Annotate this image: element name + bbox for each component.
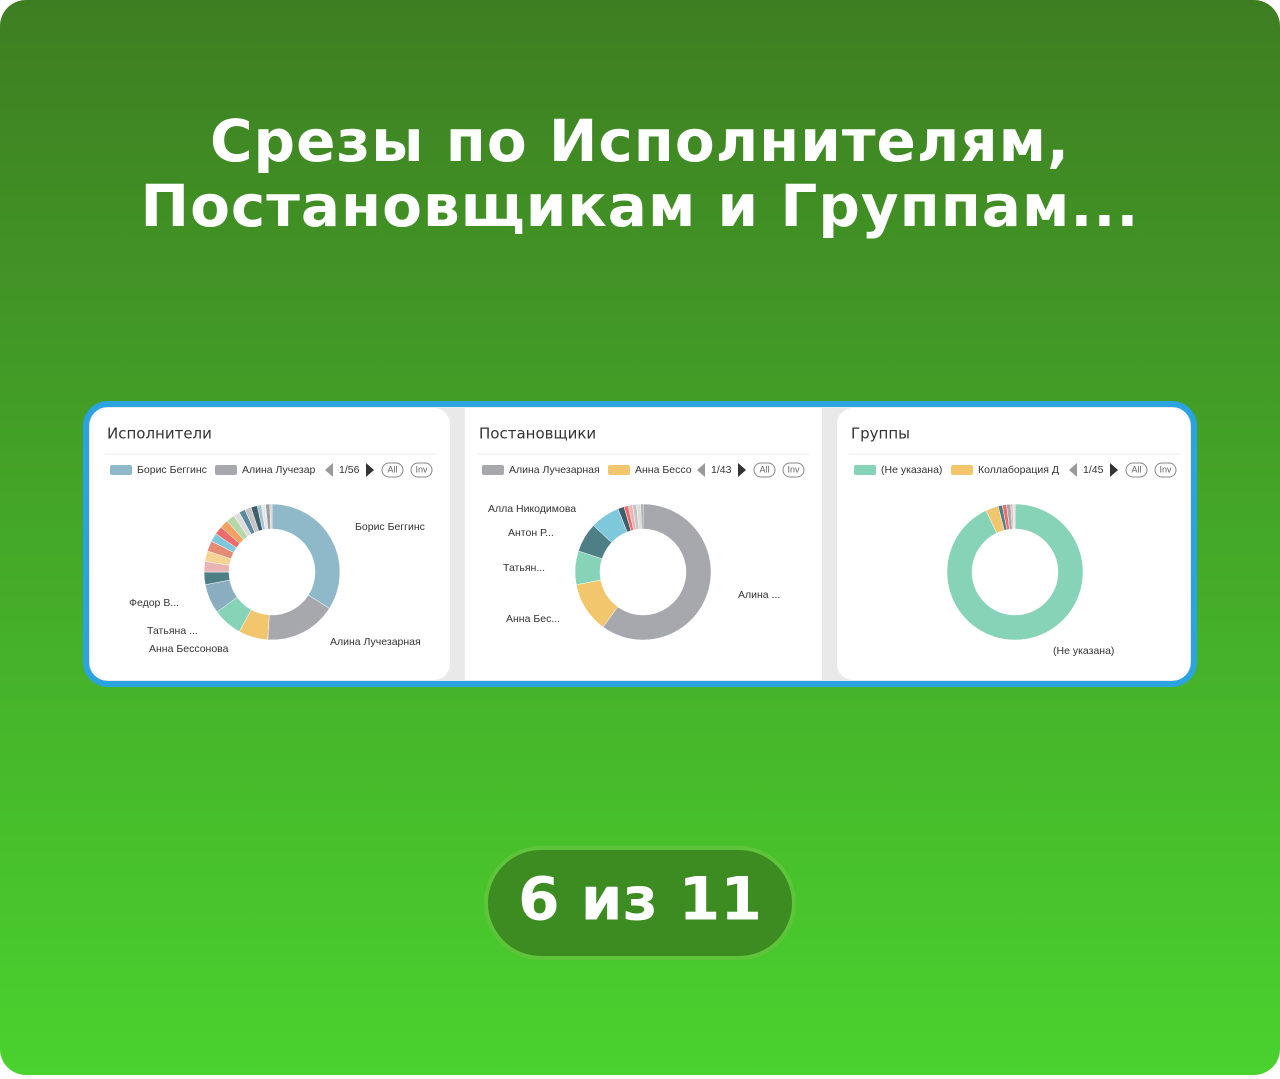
button[interactable]	[1154, 462, 1177, 478]
pager: 1/45	[1083, 464, 1104, 476]
slice-label: Алина Лучезарная	[330, 636, 421, 648]
title-line: Постановщикам и Группам...	[141, 172, 1140, 240]
legend-label: Алина Лучезарная	[509, 464, 600, 476]
button[interactable]	[753, 462, 776, 478]
panel	[90, 408, 450, 680]
slice	[640, 503, 644, 530]
button[interactable]	[1125, 462, 1148, 478]
legend-swatch	[951, 465, 973, 475]
button[interactable]	[410, 462, 433, 478]
pager-prev[interactable]	[697, 463, 705, 477]
slice-label: Алла Никодимова	[488, 503, 576, 515]
slice-label: Федор В...	[129, 597, 179, 609]
slice-label: Анна Бессонова	[149, 643, 229, 655]
pager-prev[interactable]	[325, 463, 333, 477]
slice-label: Алина ...	[738, 589, 780, 601]
slice	[1012, 503, 1016, 530]
slice	[269, 503, 273, 530]
legend-swatch	[608, 465, 630, 475]
slice-label: Борис Беггинс	[355, 521, 425, 533]
pager-next[interactable]	[366, 463, 374, 477]
slice-label: Татьян...	[503, 562, 545, 574]
counter: 6 из 11	[518, 865, 762, 935]
panel-title: Исполнители	[107, 425, 212, 443]
pager-next[interactable]	[738, 463, 746, 477]
button-label: All	[387, 464, 397, 474]
slice-label: Анна Бес...	[506, 613, 560, 625]
panel	[837, 408, 1190, 680]
title-line: Срезы по Исполнителям,	[210, 107, 1070, 175]
button-label: Inv	[1159, 464, 1172, 474]
legend-label: Алина Лучезар	[242, 464, 316, 476]
panel-title: Группы	[851, 425, 910, 443]
panel-title: Постановщики	[479, 425, 596, 443]
slice	[946, 503, 1084, 641]
button[interactable]	[381, 462, 404, 478]
slice-label: Татьяна ...	[147, 625, 198, 637]
legend-label: Анна Бессо	[635, 464, 692, 476]
pager-next[interactable]	[1110, 463, 1118, 477]
legend-swatch	[482, 465, 504, 475]
pager: 1/43	[711, 464, 732, 476]
slice	[602, 503, 712, 641]
legend-swatch	[215, 465, 237, 475]
legend-label: Борис Беггинс	[137, 464, 207, 476]
pager: 1/56	[339, 464, 360, 476]
counter-pill	[484, 846, 796, 960]
pager-prev[interactable]	[1069, 463, 1077, 477]
legend-swatch	[110, 465, 132, 475]
legend-label: (Не указана)	[881, 464, 942, 476]
button-label: All	[759, 464, 769, 474]
button-label: All	[1131, 464, 1141, 474]
charts: Исполнители Борис Беггинс Алина Лучезар 1/5…	[105, 425, 1181, 657]
button-label: Inv	[415, 464, 428, 474]
slice	[271, 503, 341, 609]
slice-label: (Не указана)	[1053, 645, 1114, 657]
legend-label: Коллаборация Д	[978, 464, 1059, 476]
slice-label: Антон Р...	[508, 527, 554, 539]
button-label: Inv	[787, 464, 800, 474]
button[interactable]	[782, 462, 805, 478]
legend-swatch	[854, 465, 876, 475]
